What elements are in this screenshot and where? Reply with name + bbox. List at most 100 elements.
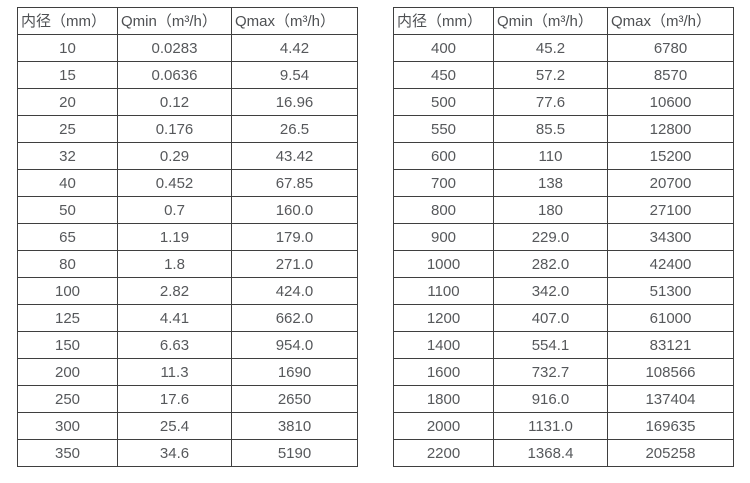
table-cell: 10 [17, 34, 118, 62]
table-row: 300 25.4 3810 [17, 412, 358, 440]
table-row: 2200 1368.4 205258 [393, 439, 734, 467]
column-header: Qmax（m³/h） [231, 7, 358, 35]
table-cell: 42400 [607, 250, 734, 278]
table-header-row: 内径（mm） Qmin（m³/h） Qmax（m³/h） [393, 7, 734, 35]
table-cell: 4.42 [231, 34, 358, 62]
table-cell: 137404 [607, 385, 734, 413]
table-row: 900 229.0 34300 [393, 223, 734, 251]
column-header: Qmin（m³/h） [493, 7, 608, 35]
table-row: 10 0.0283 4.42 [17, 34, 358, 62]
table-cell: 1368.4 [493, 439, 608, 467]
table-cell: 6780 [607, 34, 734, 62]
table-cell: 0.12 [117, 88, 232, 116]
table-cell: 2.82 [117, 277, 232, 305]
table-row: 800 180 27100 [393, 196, 734, 224]
table-cell: 1131.0 [493, 412, 608, 440]
table-row: 1200 407.0 61000 [393, 304, 734, 332]
table-row: 20 0.12 16.96 [17, 88, 358, 116]
table-cell: 0.0636 [117, 61, 232, 89]
table-cell: 180 [493, 196, 608, 224]
flow-rate-table-small-diameters: 内径（mm） Qmin（m³/h） Qmax（m³/h） 10 0.0283 4.42 1… [17, 7, 358, 467]
table-cell: 500 [393, 88, 494, 116]
table-row: 500 77.6 10600 [393, 88, 734, 116]
table-cell: 0.7 [117, 196, 232, 224]
table-row: 450 57.2 8570 [393, 61, 734, 89]
table-cell: 27100 [607, 196, 734, 224]
table-cell: 450 [393, 61, 494, 89]
table-row: 150 6.63 954.0 [17, 331, 358, 359]
column-header: Qmin（m³/h） [117, 7, 232, 35]
flow-rate-tables-container: 内径（mm） Qmin（m³/h） Qmax（m³/h） 10 0.0283 4.42 1… [17, 7, 734, 467]
table-cell: 34.6 [117, 439, 232, 467]
table-cell: 900 [393, 223, 494, 251]
table-cell: 1200 [393, 304, 494, 332]
table-row: 15 0.0636 9.54 [17, 61, 358, 89]
table-cell: 732.7 [493, 358, 608, 386]
table-cell: 1.8 [117, 250, 232, 278]
table-row: 700 138 20700 [393, 169, 734, 197]
table-cell: 45.2 [493, 34, 608, 62]
column-header: Qmax（m³/h） [607, 7, 734, 35]
table-cell: 57.2 [493, 61, 608, 89]
table-cell: 0.176 [117, 115, 232, 143]
table-cell: 61000 [607, 304, 734, 332]
table-cell: 1690 [231, 358, 358, 386]
table-cell: 0.29 [117, 142, 232, 170]
table-row: 80 1.8 271.0 [17, 250, 358, 278]
table-cell: 2000 [393, 412, 494, 440]
table-cell: 100 [17, 277, 118, 305]
table-cell: 3810 [231, 412, 358, 440]
table-cell: 26.5 [231, 115, 358, 143]
table-cell: 43.42 [231, 142, 358, 170]
table-row: 65 1.19 179.0 [17, 223, 358, 251]
table-cell: 25.4 [117, 412, 232, 440]
table-row: 1600 732.7 108566 [393, 358, 734, 386]
table-cell: 110 [493, 142, 608, 170]
table-cell: 17.6 [117, 385, 232, 413]
table-cell: 700 [393, 169, 494, 197]
table-cell: 15 [17, 61, 118, 89]
table-row: 1400 554.1 83121 [393, 331, 734, 359]
table-cell: 954.0 [231, 331, 358, 359]
table-cell: 6.63 [117, 331, 232, 359]
table-cell: 554.1 [493, 331, 608, 359]
table-cell: 20700 [607, 169, 734, 197]
table-cell: 1800 [393, 385, 494, 413]
table-cell: 150 [17, 331, 118, 359]
table-cell: 83121 [607, 331, 734, 359]
table-cell: 9.54 [231, 61, 358, 89]
table-cell: 80 [17, 250, 118, 278]
table-row: 100 2.82 424.0 [17, 277, 358, 305]
table-cell: 2200 [393, 439, 494, 467]
table-cell: 50 [17, 196, 118, 224]
table-cell: 160.0 [231, 196, 358, 224]
table-cell: 0.0283 [117, 34, 232, 62]
table-cell: 200 [17, 358, 118, 386]
table-row: 125 4.41 662.0 [17, 304, 358, 332]
table-cell: 108566 [607, 358, 734, 386]
table-cell: 1100 [393, 277, 494, 305]
table-row: 1000 282.0 42400 [393, 250, 734, 278]
table-cell: 40 [17, 169, 118, 197]
table-cell: 179.0 [231, 223, 358, 251]
table-cell: 85.5 [493, 115, 608, 143]
table-cell: 67.85 [231, 169, 358, 197]
table-cell: 0.452 [117, 169, 232, 197]
table-cell: 4.41 [117, 304, 232, 332]
table-row: 1800 916.0 137404 [393, 385, 734, 413]
table-row: 32 0.29 43.42 [17, 142, 358, 170]
table-cell: 350 [17, 439, 118, 467]
table-cell: 662.0 [231, 304, 358, 332]
table-cell: 300 [17, 412, 118, 440]
column-header: 内径（mm） [393, 7, 494, 35]
table-cell: 282.0 [493, 250, 608, 278]
table-cell: 10600 [607, 88, 734, 116]
flow-rate-table-large-diameters: 内径（mm） Qmin（m³/h） Qmax（m³/h） 400 45.2 6780 45… [393, 7, 734, 467]
table-cell: 169635 [607, 412, 734, 440]
table-row: 600 110 15200 [393, 142, 734, 170]
table-header-row: 内径（mm） Qmin（m³/h） Qmax（m³/h） [17, 7, 358, 35]
table-cell: 800 [393, 196, 494, 224]
table-cell: 125 [17, 304, 118, 332]
table-cell: 1.19 [117, 223, 232, 251]
table-cell: 550 [393, 115, 494, 143]
